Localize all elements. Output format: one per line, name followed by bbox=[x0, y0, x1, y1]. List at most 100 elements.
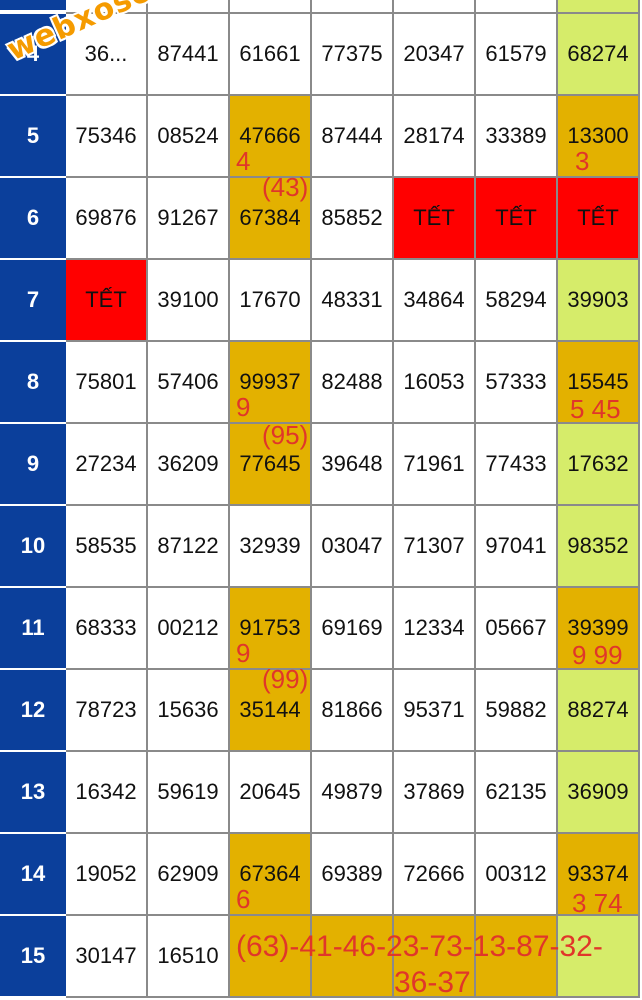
cell-r6-c2: 91267 bbox=[148, 178, 230, 260]
row-header-5: 5 bbox=[0, 96, 66, 178]
cell-r8-c3: 99937 bbox=[230, 342, 312, 424]
cell-r9-c6: 77433 bbox=[476, 424, 558, 506]
cell-partial bbox=[476, 0, 558, 14]
cell-partial bbox=[394, 0, 476, 14]
cell-r11-c5: 12334 bbox=[394, 588, 476, 670]
cell-r7-c3: 17670 bbox=[230, 260, 312, 342]
cell-r15-c6 bbox=[476, 916, 558, 998]
cell-r10-c2: 87122 bbox=[148, 506, 230, 588]
cell-r11-c7: 39399 bbox=[558, 588, 640, 670]
cell-r7-c6: 58294 bbox=[476, 260, 558, 342]
cell-r7-c4: 48331 bbox=[312, 260, 394, 342]
cell-r9-c4: 39648 bbox=[312, 424, 394, 506]
cell-r5-c5: 28174 bbox=[394, 96, 476, 178]
row-header-9: 9 bbox=[0, 424, 66, 506]
cell-r11-c6: 05667 bbox=[476, 588, 558, 670]
cell-r14-c2: 62909 bbox=[148, 834, 230, 916]
cell-r15-c4 bbox=[312, 916, 394, 998]
cell-r13-c2: 59619 bbox=[148, 752, 230, 834]
cell-r5-c2: 08524 bbox=[148, 96, 230, 178]
cell-partial bbox=[312, 0, 394, 14]
cell-r14-c7: 93374 bbox=[558, 834, 640, 916]
cell-r13-c1: 16342 bbox=[66, 752, 148, 834]
cell-r8-c5: 16053 bbox=[394, 342, 476, 424]
row-header-partial bbox=[0, 0, 66, 12]
cell-r10-c1: 58535 bbox=[66, 506, 148, 588]
cell-r8-c6: 57333 bbox=[476, 342, 558, 424]
cell-r10-c3: 32939 bbox=[230, 506, 312, 588]
cell-r9-c5: 71961 bbox=[394, 424, 476, 506]
cell-r14-c6: 00312 bbox=[476, 834, 558, 916]
cell-r12-c1: 78723 bbox=[66, 670, 148, 752]
cell-partial bbox=[66, 0, 148, 14]
cell-r13-c4: 49879 bbox=[312, 752, 394, 834]
row-header-11: 11 bbox=[0, 588, 66, 670]
cell-r4-c5: 20347 bbox=[394, 14, 476, 96]
cell-r15-c3 bbox=[230, 916, 312, 998]
cell-r13-c5: 37869 bbox=[394, 752, 476, 834]
cell-r14-c1: 19052 bbox=[66, 834, 148, 916]
cell-r12-c6: 59882 bbox=[476, 670, 558, 752]
cell-r4-c7: 68274 bbox=[558, 14, 640, 96]
cell-r9-c2: 36209 bbox=[148, 424, 230, 506]
cell-r9-c3: 77645 bbox=[230, 424, 312, 506]
cell-r10-c4: 03047 bbox=[312, 506, 394, 588]
cell-partial bbox=[230, 0, 312, 14]
row-header-15: 15 bbox=[0, 916, 66, 998]
cell-r6-c3: 67384 bbox=[230, 178, 312, 260]
cell-r13-c7: 36909 bbox=[558, 752, 640, 834]
cell-r14-c4: 69389 bbox=[312, 834, 394, 916]
cell-r10-c7: 98352 bbox=[558, 506, 640, 588]
cell-r4-c4: 77375 bbox=[312, 14, 394, 96]
cell-r5-c4: 87444 bbox=[312, 96, 394, 178]
cell-r7-c2: 39100 bbox=[148, 260, 230, 342]
row-header-8: 8 bbox=[0, 342, 66, 424]
cell-r7-c1: TẾT bbox=[66, 260, 148, 342]
cell-r9-c1: 27234 bbox=[66, 424, 148, 506]
cell-r6-c5: TẾT bbox=[394, 178, 476, 260]
cell-r5-c1: 75346 bbox=[66, 96, 148, 178]
cell-r7-c7: 39903 bbox=[558, 260, 640, 342]
cell-r8-c2: 57406 bbox=[148, 342, 230, 424]
cell-r12-c2: 15636 bbox=[148, 670, 230, 752]
cell-r14-c3: 67364 bbox=[230, 834, 312, 916]
cell-r6-c1: 69876 bbox=[66, 178, 148, 260]
cell-r12-c3: 35144 bbox=[230, 670, 312, 752]
row-header-12: 12 bbox=[0, 670, 66, 752]
cell-r5-c6: 33389 bbox=[476, 96, 558, 178]
cell-r11-c3: 91753 bbox=[230, 588, 312, 670]
cell-r12-c4: 81866 bbox=[312, 670, 394, 752]
cell-r14-c5: 72666 bbox=[394, 834, 476, 916]
cell-r12-c7: 88274 bbox=[558, 670, 640, 752]
cell-r4-c3: 61661 bbox=[230, 14, 312, 96]
cell-r11-c1: 68333 bbox=[66, 588, 148, 670]
cell-r6-c7: TẾT bbox=[558, 178, 640, 260]
cell-r15-c5 bbox=[394, 916, 476, 998]
cell-partial bbox=[558, 0, 640, 14]
cell-r4-c6: 61579 bbox=[476, 14, 558, 96]
cell-r15-c2: 16510 bbox=[148, 916, 230, 998]
cell-r6-c6: TẾT bbox=[476, 178, 558, 260]
cell-r13-c3: 20645 bbox=[230, 752, 312, 834]
cell-r13-c6: 62135 bbox=[476, 752, 558, 834]
cell-r15-c7 bbox=[558, 916, 640, 998]
cell-r4-c2: 87441 bbox=[148, 14, 230, 96]
row-header-4: 4 bbox=[0, 14, 66, 96]
cell-r8-c7: 15545 bbox=[558, 342, 640, 424]
cell-r5-c3: 47666 bbox=[230, 96, 312, 178]
row-header-14: 14 bbox=[0, 834, 66, 916]
cell-r11-c2: 00212 bbox=[148, 588, 230, 670]
cell-r12-c5: 95371 bbox=[394, 670, 476, 752]
row-header-7: 7 bbox=[0, 260, 66, 342]
cell-r8-c1: 75801 bbox=[66, 342, 148, 424]
row-header-10: 10 bbox=[0, 506, 66, 588]
cell-r15-c1: 30147 bbox=[66, 916, 148, 998]
cell-r5-c7: 13300 bbox=[558, 96, 640, 178]
cell-r10-c5: 71307 bbox=[394, 506, 476, 588]
cell-partial bbox=[148, 0, 230, 14]
cell-r4-c1: 36... bbox=[66, 14, 148, 96]
cell-r8-c4: 82488 bbox=[312, 342, 394, 424]
cell-r7-c5: 34864 bbox=[394, 260, 476, 342]
cell-r9-c7: 17632 bbox=[558, 424, 640, 506]
